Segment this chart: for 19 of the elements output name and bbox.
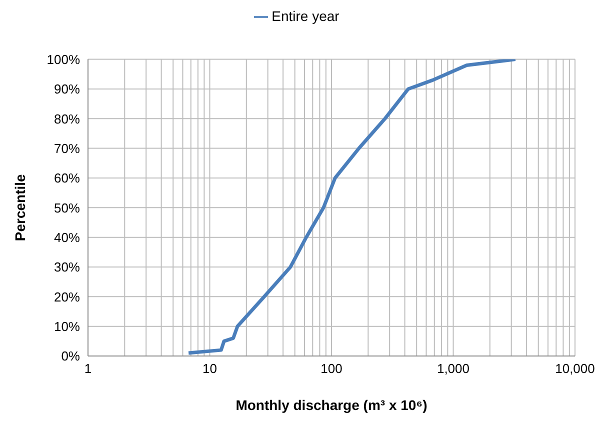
x-tick-label: 10: [202, 361, 217, 376]
x-tick-label: 100: [320, 361, 342, 376]
y-tick-label: 0%: [61, 348, 80, 364]
y-tick-label: 40%: [54, 230, 80, 245]
y-tick-label: 10%: [54, 318, 80, 334]
y-tick-label: 70%: [54, 140, 80, 156]
x-tick-label: 10,000: [555, 361, 595, 376]
x-axis-title: Monthly discharge (m³ x 10⁶): [236, 397, 428, 413]
y-tick-label: 80%: [54, 111, 80, 126]
legend-label: Entire year: [272, 8, 340, 24]
x-tick-label: 1,000: [436, 361, 470, 376]
y-axis-title: Percentile: [12, 174, 28, 242]
y-tick-label: 20%: [54, 289, 80, 304]
y-tick-label: 100%: [46, 52, 80, 67]
y-tick-label: 50%: [54, 200, 80, 216]
y-tick-label: 90%: [54, 82, 80, 97]
y-tick-label: 30%: [54, 260, 80, 275]
y-tick-label: 60%: [54, 170, 80, 186]
x-tick-label: 1: [84, 361, 92, 376]
